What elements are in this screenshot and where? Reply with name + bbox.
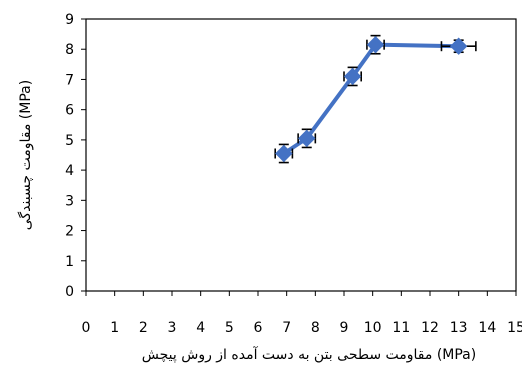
data-point — [366, 34, 385, 55]
y-tick-label: 0 — [65, 284, 74, 300]
diamond-marker — [449, 37, 468, 55]
x-tick-label: 13 — [450, 320, 468, 336]
y-tick-label: 7 — [65, 72, 74, 88]
x-tick-label: 15 — [507, 320, 522, 336]
plot-frame — [85, 18, 517, 292]
y-ticks: 0 1 2 3 4 5 6 7 8 9 — [65, 12, 86, 300]
data-point — [297, 128, 317, 149]
y-tick-label: 2 — [65, 224, 74, 240]
diamond-marker — [366, 35, 385, 54]
y-tick-label: 8 — [65, 42, 74, 58]
x-tick-label: 5 — [225, 320, 234, 336]
x-tick-label: 7 — [282, 320, 291, 336]
x-tick-label: 2 — [139, 320, 148, 336]
x-axis-title: مقاومت سطحی بتن به دست آمده از روش پیچش … — [142, 346, 476, 363]
y-axis-title: مقاومت چسبندگی (MPa) — [17, 80, 34, 230]
y-tick-label: 3 — [65, 193, 74, 209]
y-tick-label: 5 — [65, 133, 74, 149]
diamond-marker — [298, 129, 316, 148]
x-ticks: 0 1 2 3 4 5 6 7 8 9 10 11 12 13 14 15 — [82, 291, 522, 336]
y-tick-label: 6 — [65, 103, 74, 119]
x-tick-label: 10 — [364, 320, 382, 336]
series-group — [274, 34, 477, 164]
y-tick-label: 9 — [65, 12, 74, 28]
y-tick-label: 1 — [65, 254, 74, 270]
x-tick-label: 6 — [254, 320, 263, 336]
x-tick-label: 3 — [168, 320, 177, 336]
y-tick-label: 4 — [65, 163, 74, 179]
data-point — [440, 37, 477, 55]
x-tick-label: 14 — [478, 320, 496, 336]
diamond-marker — [343, 67, 362, 86]
data-point — [343, 66, 363, 87]
x-tick-label: 8 — [311, 320, 320, 336]
diamond-marker — [275, 144, 293, 163]
x-tick-label: 4 — [196, 320, 205, 336]
x-tick-label: 0 — [82, 320, 91, 336]
data-point — [274, 143, 294, 164]
x-tick-label: 9 — [340, 320, 349, 336]
x-tick-label: 11 — [392, 320, 410, 336]
x-tick-label: 12 — [421, 320, 439, 336]
axes — [85, 18, 517, 292]
x-tick-label: 1 — [110, 320, 119, 336]
